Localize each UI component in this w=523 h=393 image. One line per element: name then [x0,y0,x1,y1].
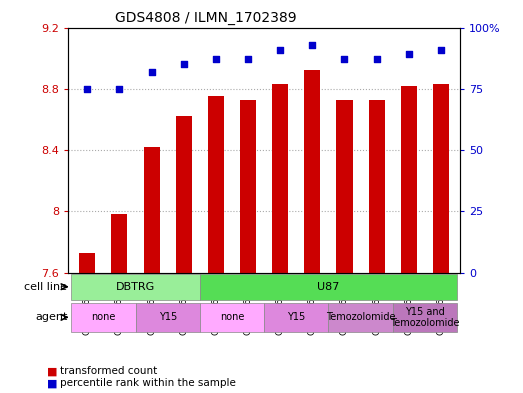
FancyBboxPatch shape [264,303,328,332]
Point [83,86,92,92]
Point [244,56,252,62]
Point [276,46,285,53]
Point [212,56,220,62]
Text: U87: U87 [317,282,339,292]
Bar [240,99,256,273]
Point [437,46,445,53]
Bar [208,96,224,273]
Text: transformed count: transformed count [60,366,157,376]
Point [308,42,316,48]
FancyBboxPatch shape [393,303,457,332]
Bar [336,99,353,273]
FancyBboxPatch shape [71,303,135,332]
Bar [176,116,192,273]
Text: Temozolomide: Temozolomide [326,312,395,322]
Text: none: none [220,312,244,322]
Text: cell line: cell line [25,282,67,292]
FancyBboxPatch shape [71,274,200,300]
FancyBboxPatch shape [200,303,264,332]
Text: GDS4808 / ILMN_1702389: GDS4808 / ILMN_1702389 [115,11,297,25]
Text: Y15 and
Temozolomide: Y15 and Temozolomide [390,307,460,328]
Bar [143,147,160,273]
Point [340,56,349,62]
FancyBboxPatch shape [135,303,200,332]
Text: ■: ■ [47,378,58,388]
Text: ■: ■ [47,366,58,376]
Bar [111,215,128,273]
Bar [272,84,288,273]
Text: Y15: Y15 [158,312,177,322]
Text: Y15: Y15 [287,312,305,322]
Text: percentile rank within the sample: percentile rank within the sample [60,378,236,388]
Text: none: none [91,312,116,322]
Point [372,56,381,62]
FancyBboxPatch shape [200,274,457,300]
Bar [401,86,417,273]
FancyBboxPatch shape [328,303,393,332]
Bar [304,70,321,273]
Point [179,61,188,68]
Point [115,86,123,92]
Text: DBTRG: DBTRG [116,282,155,292]
Text: agent: agent [35,312,67,322]
Bar [433,84,449,273]
Bar [369,99,385,273]
Bar [79,253,95,273]
Point [147,68,156,75]
Point [405,51,413,58]
